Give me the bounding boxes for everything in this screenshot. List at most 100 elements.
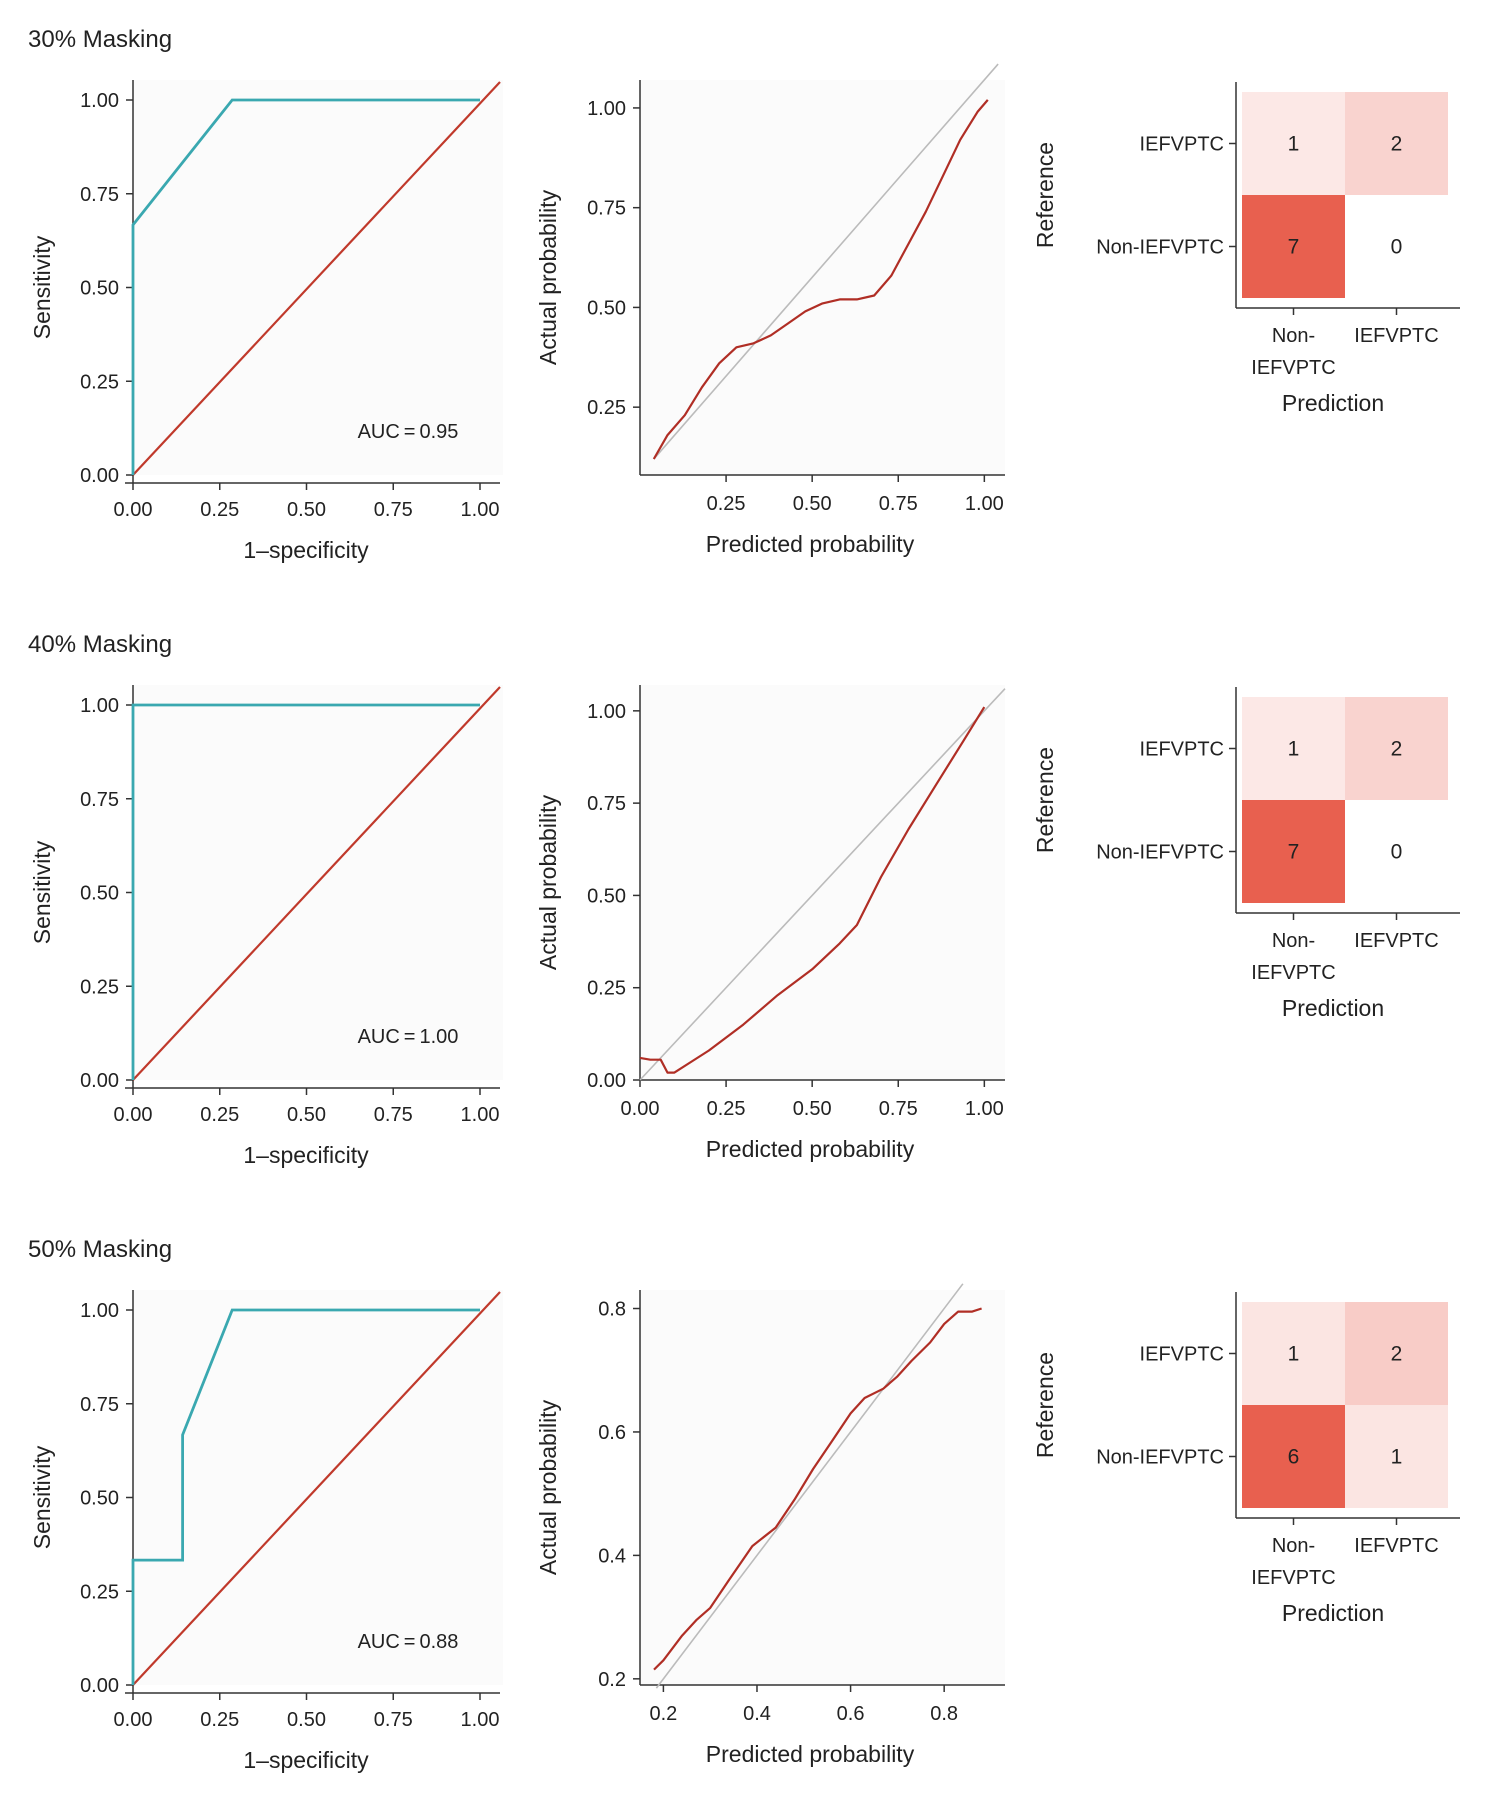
x-tick-label: 0.00 — [114, 499, 153, 521]
x-tick-label: 0.75 — [374, 1709, 413, 1731]
y-tick-label: 0.25 — [80, 1581, 119, 1603]
cm-col-label: IEFVPTC — [1251, 962, 1335, 984]
cm-cell — [1345, 697, 1448, 800]
y-tick-label: 0.75 — [587, 793, 626, 815]
x-tick-label: 0.8 — [930, 1703, 958, 1725]
cm-cell — [1242, 1302, 1345, 1405]
section-title: 40% Masking — [28, 631, 173, 658]
roc-curve — [131, 98, 480, 475]
cm-col-label: IEFVPTC — [1354, 930, 1438, 952]
x-tick-label: 0.25 — [707, 1098, 746, 1120]
auc-label: AUC = 1.00 — [358, 1026, 459, 1048]
roc-curve — [131, 703, 480, 1080]
x-tick-label: 1.00 — [965, 1098, 1004, 1120]
confusion-matrix: 1 26 1IEFVPTCNon-IEFVPTCNon-IEFVPTCIEFVPTC… — [1032, 1292, 1460, 1626]
roc-chart: 0.00 0.00 0.25 0.25 0.50 0.50 0.75 0.75 1.00 1.00… — [29, 1290, 503, 1773]
reference-diagonal — [132, 81, 501, 476]
y-tick-label: 0.75 — [80, 1394, 119, 1416]
y-tick-label: 0.00 — [80, 465, 119, 487]
cm-cell-value: 1 — [1288, 133, 1300, 156]
cm-cell-value: 2 — [1391, 133, 1403, 156]
y-tick-label: 0.00 — [587, 1070, 626, 1092]
cm-cell-value: 7 — [1288, 841, 1300, 864]
y-tick-label: 0.6 — [598, 1422, 626, 1444]
x-axis-label: Predicted probability — [706, 1136, 915, 1162]
x-tick-label: 0.4 — [743, 1703, 771, 1725]
x-tick-label: 0.50 — [287, 499, 326, 521]
y-tick-label: 0.00 — [80, 1070, 119, 1092]
y-tick-label: 0.50 — [80, 278, 119, 300]
cm-cell-value: 2 — [1391, 1343, 1403, 1366]
ideal-calibration-line — [655, 1283, 964, 1689]
cm-col-label: IEFVPTC — [1354, 325, 1438, 347]
y-tick-label: 1.00 — [80, 1300, 119, 1322]
x-tick-label: 0.00 — [114, 1709, 153, 1731]
cm-cell — [1242, 697, 1345, 800]
roc-chart: 0.00 0.00 0.25 0.25 0.50 0.50 0.75 0.75 1.00 1.00… — [29, 685, 503, 1168]
y-axis-label: Actual probability — [535, 1399, 561, 1575]
section-title: 30% Masking — [28, 26, 173, 53]
y-tick-label: 1.00 — [80, 695, 119, 717]
x-tick-label: 0.50 — [287, 1709, 326, 1731]
confusion-matrix: 1 27 0IEFVPTCNon-IEFVPTCNon-IEFVPTCIEFVPTC… — [1032, 82, 1460, 416]
cm-cell — [1345, 1302, 1448, 1405]
x-tick-label: 0.75 — [879, 493, 918, 515]
x-axis-label: 1–specificity — [243, 1747, 369, 1773]
cm-col-label: IEFVPTC — [1354, 1535, 1438, 1557]
cm-col-label: IEFVPTC — [1251, 357, 1335, 379]
y-axis-label: Actual probability — [535, 189, 561, 365]
cm-cell-value: 1 — [1391, 1446, 1403, 1469]
cm-cell — [1345, 1405, 1448, 1508]
confusion-matrix: 1 27 0IEFVPTCNon-IEFVPTCNon-IEFVPTCIEFVPTC… — [1032, 687, 1460, 1021]
y-tick-label: 0.25 — [80, 976, 119, 998]
x-axis-label: 1–specificity — [243, 1142, 369, 1168]
x-tick-label: 0.50 — [793, 493, 832, 515]
y-tick-label: 0.50 — [80, 1488, 119, 1510]
y-axis-label: Sensitivity — [29, 1445, 55, 1549]
cm-row-label: Non-IEFVPTC — [1096, 237, 1224, 259]
x-tick-label: 0.25 — [200, 499, 239, 521]
x-tick-label: 0.50 — [287, 1104, 326, 1126]
y-tick-label: 0.50 — [80, 883, 119, 905]
x-tick-label: 0.75 — [879, 1098, 918, 1120]
y-tick-label: 0.8 — [598, 1299, 626, 1321]
reference-diagonal — [132, 1291, 501, 1686]
cm-col-label: IEFVPTC — [1251, 1567, 1335, 1589]
calibration-chart: 0.25 0.50 0.75 1.00 0.25 0.50 0.75 1.00 Predicte… — [535, 63, 1005, 557]
calibration-curve — [652, 99, 989, 460]
cm-cell — [1345, 195, 1448, 298]
y-tick-label: 0.00 — [80, 1675, 119, 1697]
cm-row-label: Non-IEFVPTC — [1096, 1447, 1224, 1469]
cm-cell — [1242, 1405, 1345, 1508]
cm-y-axis-label: Reference — [1032, 1352, 1058, 1458]
y-tick-label: 0.25 — [587, 978, 626, 1000]
cm-cell-value: 6 — [1288, 1446, 1300, 1469]
cm-cell — [1242, 92, 1345, 195]
cm-cell-value: 7 — [1288, 236, 1300, 259]
x-tick-label: 0.6 — [837, 1703, 865, 1725]
x-tick-label: 1.00 — [461, 499, 500, 521]
y-tick-label: 0.75 — [587, 198, 626, 220]
calibration-curve — [639, 706, 986, 1074]
x-tick-label: 0.50 — [793, 1098, 832, 1120]
y-tick-label: 0.50 — [587, 885, 626, 907]
x-tick-label: 1.00 — [461, 1709, 500, 1731]
cm-x-axis-label: Prediction — [1282, 995, 1384, 1021]
calibration-chart: 0.2 0.4 0.6 0.8 0.2 0.4 0.6 0.8 Predicted probab… — [535, 1283, 1005, 1767]
x-tick-label: 1.00 — [965, 493, 1004, 515]
x-tick-label: 0.2 — [649, 1703, 677, 1725]
cm-col-label: Non- — [1272, 1535, 1315, 1557]
y-axis-label: Actual probability — [535, 794, 561, 970]
cm-col-label: Non- — [1272, 930, 1315, 952]
y-tick-label: 0.75 — [80, 184, 119, 206]
cm-x-axis-label: Prediction — [1282, 1600, 1384, 1626]
x-tick-label: 0.00 — [114, 1104, 153, 1126]
auc-label: AUC = 0.95 — [358, 421, 459, 443]
cm-col-label: Non- — [1272, 325, 1315, 347]
ideal-calibration-line — [639, 688, 1006, 1081]
cm-row-label: IEFVPTC — [1140, 1344, 1224, 1366]
calibration-chart: 0.00 0.25 0.50 0.75 1.00 0.00 0.25 0.50 0.75 1.00… — [535, 685, 1006, 1162]
cm-cell — [1242, 800, 1345, 903]
ideal-calibration-line — [653, 63, 999, 460]
